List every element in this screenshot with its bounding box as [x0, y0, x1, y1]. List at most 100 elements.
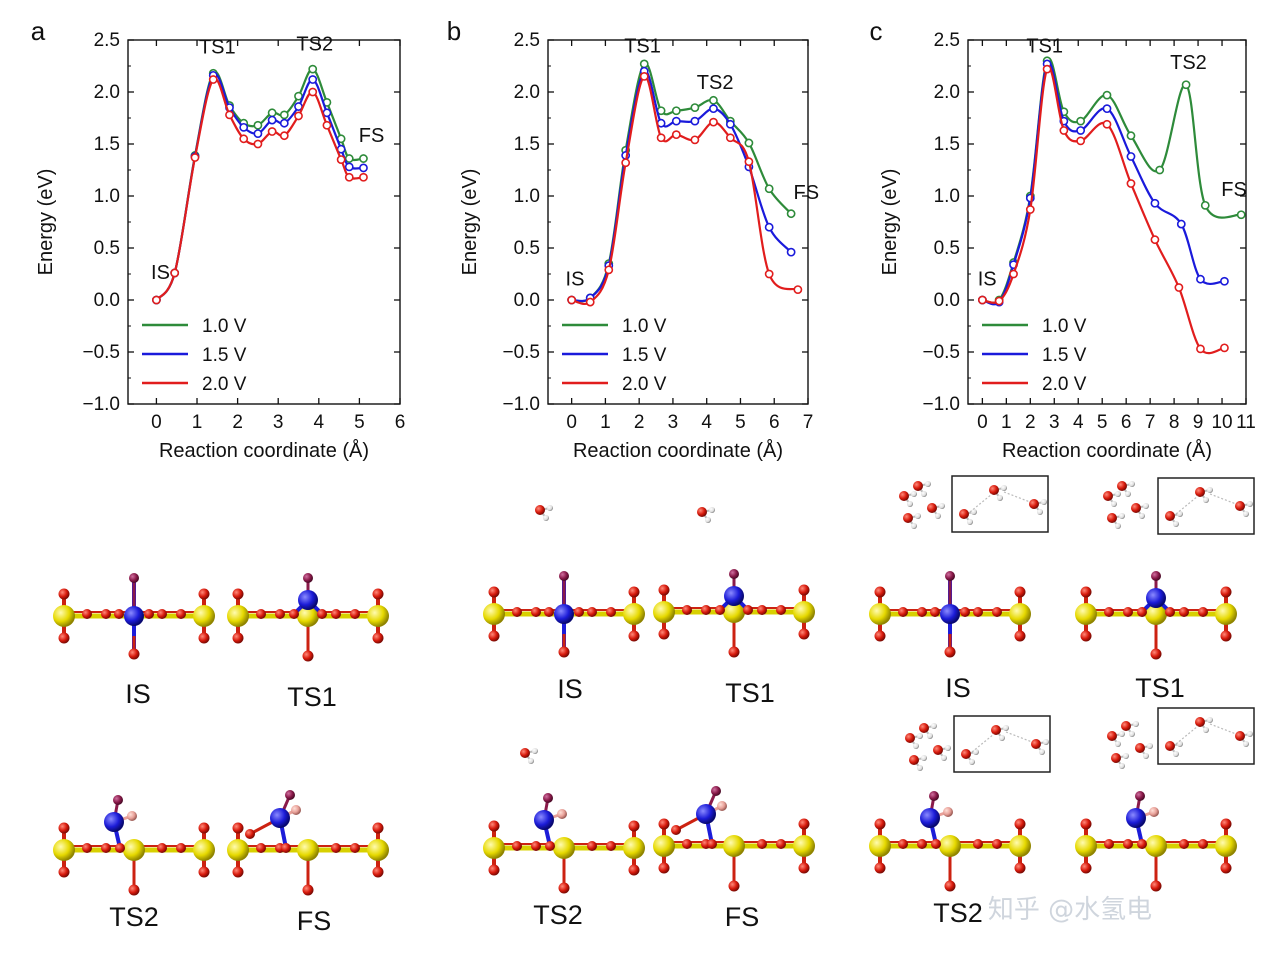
data-point: [225, 110, 234, 120]
x-tick-label: 6: [1121, 412, 1132, 433]
x-tick-label: 1: [1001, 412, 1012, 433]
data-point: [359, 172, 368, 182]
annotation-ts2: TS2: [1170, 52, 1207, 74]
chart-c: c 2.52.01.51.00.50.0−0.5−1.00 1 2 3 4 5 6 7 8 9 10 1…: [870, 16, 1256, 462]
y-tick-label: 1.5: [94, 134, 120, 155]
annotation-fs: FS: [359, 125, 385, 147]
data-point: [253, 139, 263, 149]
x-tick-label: 0: [977, 412, 988, 433]
annotation-ts1: TS1: [199, 37, 236, 59]
watermark: 知乎 @水氢电: [988, 895, 1152, 925]
annotation-fs: FS: [794, 182, 820, 204]
data-point: [1181, 80, 1191, 90]
data-point: [1236, 210, 1246, 220]
label-c-is: IS: [945, 673, 971, 703]
data-point: [253, 120, 263, 130]
x-tick-label: 3: [1049, 412, 1060, 433]
x-axis-title: Reaction coordinate (Å): [159, 439, 369, 462]
structure-c-is: [869, 571, 1031, 658]
x-tick-label: 11: [1236, 412, 1256, 433]
x-axis-title: Reaction coordinate (Å): [1002, 439, 1212, 462]
structure-a-fs: [227, 790, 389, 896]
data-point: [308, 64, 318, 74]
data-point: [671, 116, 681, 126]
data-point: [1174, 283, 1184, 292]
x-tick-label: 1: [192, 412, 203, 433]
data-point: [253, 129, 263, 138]
annotation-ts2: TS2: [697, 72, 734, 94]
y-axis-title: Energy (eV): [879, 169, 901, 276]
data-point: [359, 154, 368, 163]
x-tick-label: 9: [1193, 412, 1204, 433]
data-point: [1196, 274, 1205, 284]
y-tick-label: −0.5: [922, 342, 960, 363]
data-point: [1076, 126, 1086, 135]
y-tick-label: 2.5: [94, 30, 120, 51]
data-point: [690, 116, 700, 126]
structure-a-ts1: [227, 573, 389, 662]
structure-b-ts2: [483, 793, 645, 894]
data-point: [344, 162, 354, 172]
y-tick-label: 1.5: [934, 134, 960, 155]
plot-frame: [547, 39, 809, 405]
energy-profile-charts: a 2.52.01.51.00.50.0−0.5−1.00 1 2 3 4 5 6Reacti…: [31, 16, 1256, 462]
data-point: [671, 106, 681, 116]
y-tick-label: 2.0: [94, 82, 120, 103]
legend-label: 1.0 V: [202, 316, 247, 337]
legend-label: 2.0 V: [1042, 374, 1087, 395]
inset-c-is: [952, 476, 1048, 532]
annotation-ts1: TS1: [1026, 35, 1063, 57]
chart-b: b 2.5 2.0 1.5 1.0 0.5 0.0 −0.5 −1.0 0 1 2 3 4 5 6 7 React…: [447, 16, 819, 462]
data-point: [294, 111, 303, 121]
x-axis-title: Reaction coordinate (Å): [573, 439, 783, 462]
y-tick-label: 2.5: [514, 30, 540, 51]
y-tick-label: −0.5: [502, 342, 540, 363]
data-point: [267, 127, 277, 136]
label-b-is: IS: [557, 674, 583, 704]
y-axis-title: Energy (eV): [459, 169, 481, 276]
series-line-15V: [982, 61, 1225, 306]
x-tick-label: 7: [1145, 412, 1156, 433]
x-tick-label: 4: [1073, 412, 1084, 433]
data-point: [604, 265, 614, 275]
label-a-ts2: TS2: [109, 902, 159, 932]
data-point: [1076, 136, 1086, 146]
data-point: [1102, 119, 1112, 129]
legend-label: 1.5 V: [202, 345, 247, 366]
data-point: [786, 247, 796, 257]
water-b-ts1: [696, 506, 716, 524]
x-tick-label: 5: [1097, 412, 1108, 433]
label-c-ts2: TS2: [933, 898, 983, 928]
x-tick-label: 1: [600, 412, 611, 433]
y-tick-label: 1.0: [934, 186, 960, 207]
data-point: [1196, 344, 1205, 354]
data-point: [267, 108, 277, 118]
structure-a-ts2: [53, 795, 215, 896]
water-cluster-c-is: [899, 481, 945, 529]
y-tick-label: 0.5: [514, 238, 540, 259]
y-tick-label: 2.0: [514, 82, 540, 103]
data-point: [1059, 126, 1069, 135]
y-tick-label: 0.5: [94, 238, 120, 259]
label-b-fs: FS: [725, 902, 760, 932]
annotation-is: IS: [151, 262, 170, 284]
legend-label: 1.0 V: [1042, 316, 1087, 337]
data-point: [639, 59, 649, 69]
label-b-ts1: TS1: [725, 678, 775, 708]
x-tick-label: 5: [354, 412, 365, 433]
data-point: [709, 95, 718, 105]
data-point: [1155, 165, 1165, 175]
data-point: [267, 115, 277, 125]
data-point: [656, 133, 666, 143]
x-tick-label: 8: [1169, 412, 1180, 433]
x-tick-label: 0: [151, 412, 162, 433]
x-tick-label: 10: [1211, 412, 1232, 433]
annotation-ts2: TS2: [296, 33, 333, 55]
data-point: [1220, 276, 1229, 286]
water-cluster-c-ts1: [1103, 481, 1149, 529]
label-a-is: IS: [125, 679, 151, 709]
data-point: [1025, 205, 1035, 214]
legend-label: 2.0 V: [622, 374, 667, 395]
data-point: [308, 87, 318, 97]
